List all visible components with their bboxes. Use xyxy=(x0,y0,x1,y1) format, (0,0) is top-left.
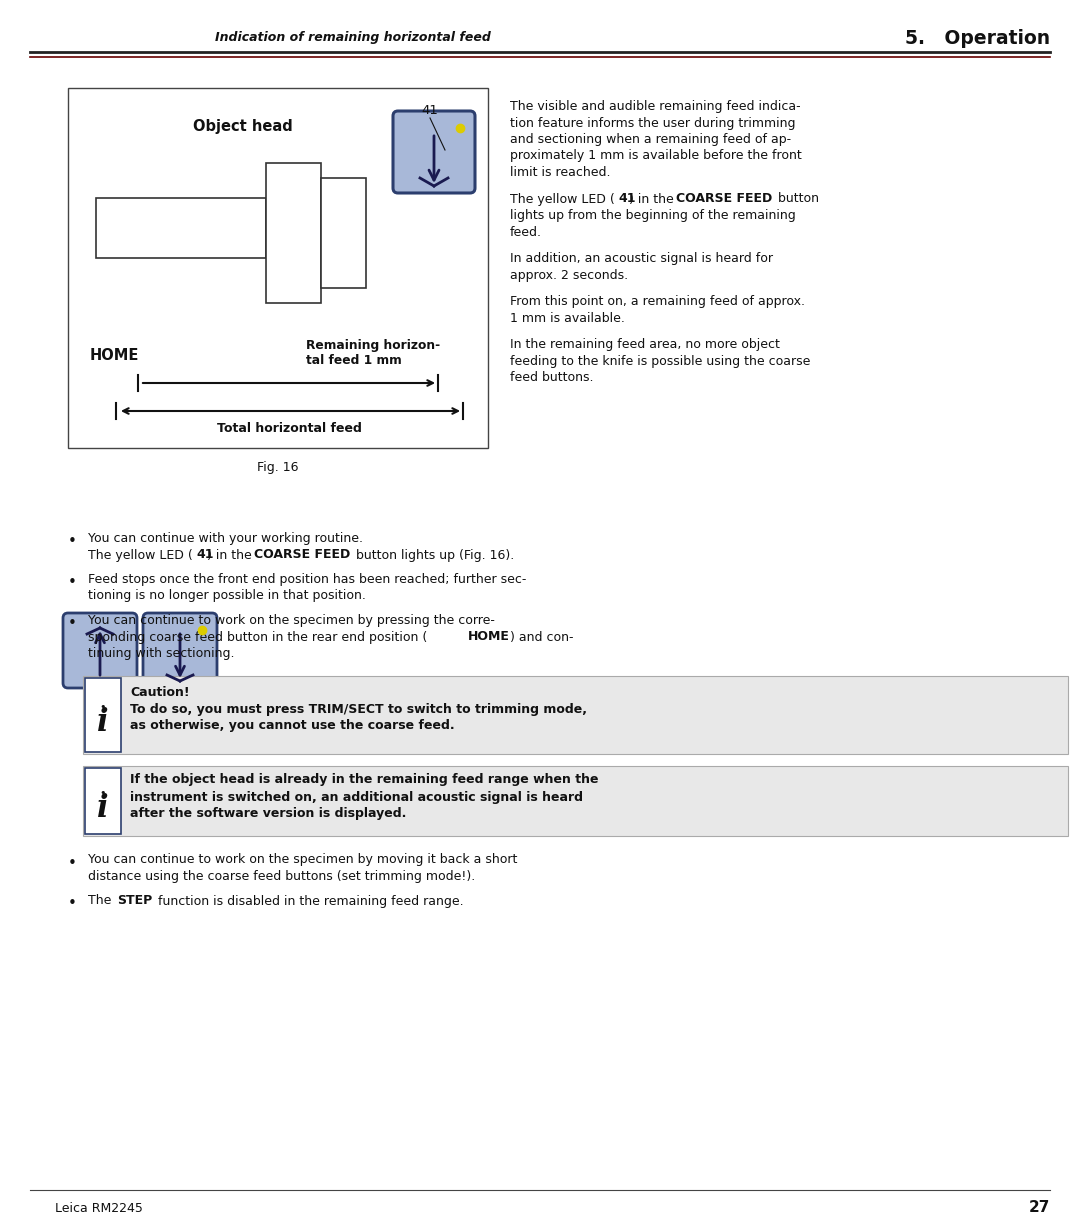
FancyBboxPatch shape xyxy=(63,613,137,687)
Text: 5.   Operation: 5. Operation xyxy=(905,28,1050,48)
FancyBboxPatch shape xyxy=(143,613,217,687)
Text: Remaining horizon-: Remaining horizon- xyxy=(306,338,441,352)
Bar xyxy=(96,198,266,258)
Text: To do so, you must press TRIM/SECT to switch to trimming mode,: To do so, you must press TRIM/SECT to sw… xyxy=(130,702,588,716)
Text: •: • xyxy=(99,788,106,797)
Bar xyxy=(85,768,121,834)
Text: •: • xyxy=(68,896,77,912)
Text: You can continue with your working routine.: You can continue with your working routi… xyxy=(87,532,363,545)
Text: ) in the: ) in the xyxy=(207,548,256,562)
Text: lights up from the beginning of the remaining: lights up from the beginning of the rema… xyxy=(510,209,796,222)
Bar xyxy=(68,88,488,448)
Text: ) and con-: ) and con- xyxy=(510,630,573,643)
Text: tal feed 1 mm: tal feed 1 mm xyxy=(306,354,402,368)
Text: feeding to the knife is possible using the coarse: feeding to the knife is possible using t… xyxy=(510,354,810,368)
Text: You can continue to work on the specimen by moving it back a short: You can continue to work on the specimen… xyxy=(87,853,517,867)
Text: tioning is no longer possible in that position.: tioning is no longer possible in that po… xyxy=(87,590,366,602)
Text: COARSE FEED: COARSE FEED xyxy=(676,193,772,205)
Text: You can continue to work on the specimen by pressing the corre-: You can continue to work on the specimen… xyxy=(87,614,495,628)
Text: limit is reached.: limit is reached. xyxy=(510,166,610,179)
Text: Caution!: Caution! xyxy=(130,685,190,698)
Text: approx. 2 seconds.: approx. 2 seconds. xyxy=(510,269,629,282)
Text: feed buttons.: feed buttons. xyxy=(510,371,594,383)
Text: In addition, an acoustic signal is heard for: In addition, an acoustic signal is heard… xyxy=(510,252,773,265)
Text: Total horizontal feed: Total horizontal feed xyxy=(217,422,362,436)
Bar xyxy=(266,162,321,303)
Text: button: button xyxy=(774,193,819,205)
Text: The yellow LED (: The yellow LED ( xyxy=(87,548,192,562)
Text: proximately 1 mm is available before the front: proximately 1 mm is available before the… xyxy=(510,149,801,162)
Text: •: • xyxy=(99,702,106,712)
Text: ) in the: ) in the xyxy=(629,193,678,205)
Text: tinuing with sectioning.: tinuing with sectioning. xyxy=(87,647,234,661)
Text: Feed stops once the front end position has been reached; further sec-: Feed stops once the front end position h… xyxy=(87,573,526,586)
Text: •: • xyxy=(68,575,77,590)
Bar xyxy=(83,675,1068,753)
Text: The visible and audible remaining feed indica-: The visible and audible remaining feed i… xyxy=(510,100,800,114)
Text: In the remaining feed area, no more object: In the remaining feed area, no more obje… xyxy=(510,338,780,350)
Text: i: i xyxy=(97,792,109,824)
Text: after the software version is displayed.: after the software version is displayed. xyxy=(130,807,406,821)
Text: 41: 41 xyxy=(618,193,635,205)
Text: i: i xyxy=(97,707,109,737)
Text: and sectioning when a remaining feed of ap-: and sectioning when a remaining feed of … xyxy=(510,133,792,147)
Text: feed.: feed. xyxy=(510,226,542,238)
Text: If the object head is already in the remaining feed range when the: If the object head is already in the rem… xyxy=(130,773,598,786)
Text: tion feature informs the user during trimming: tion feature informs the user during tri… xyxy=(510,116,796,129)
Text: sponding coarse feed button in the rear end position (: sponding coarse feed button in the rear … xyxy=(87,630,428,643)
Bar xyxy=(83,766,1068,835)
Text: Object head: Object head xyxy=(193,118,293,133)
Text: 41: 41 xyxy=(195,548,214,562)
Text: Leica RM2245: Leica RM2245 xyxy=(55,1201,143,1215)
Text: The: The xyxy=(87,895,116,907)
Text: distance using the coarse feed buttons (set trimming mode!).: distance using the coarse feed buttons (… xyxy=(87,871,475,883)
FancyBboxPatch shape xyxy=(393,111,475,193)
Text: •: • xyxy=(68,534,77,549)
Text: HOME: HOME xyxy=(90,348,139,363)
Text: button lights up (Fig. 16).: button lights up (Fig. 16). xyxy=(352,548,514,562)
Text: HOME: HOME xyxy=(468,630,510,643)
Text: The yellow LED (: The yellow LED ( xyxy=(510,193,615,205)
Text: Indication of remaining horizontal feed: Indication of remaining horizontal feed xyxy=(215,32,491,44)
Bar xyxy=(321,178,366,288)
Text: 27: 27 xyxy=(1028,1200,1050,1215)
Text: STEP: STEP xyxy=(117,895,152,907)
Text: •: • xyxy=(68,617,77,631)
Text: instrument is switched on, an additional acoustic signal is heard: instrument is switched on, an additional… xyxy=(130,790,583,803)
Text: Fig. 16: Fig. 16 xyxy=(257,462,299,475)
Text: •: • xyxy=(68,856,77,871)
Text: 1 mm is available.: 1 mm is available. xyxy=(510,311,625,325)
Text: function is disabled in the remaining feed range.: function is disabled in the remaining fe… xyxy=(154,895,463,907)
Text: as otherwise, you cannot use the coarse feed.: as otherwise, you cannot use the coarse … xyxy=(130,719,455,733)
Text: From this point on, a remaining feed of approx.: From this point on, a remaining feed of … xyxy=(510,295,805,308)
Text: 41: 41 xyxy=(421,104,438,116)
Bar xyxy=(85,678,121,751)
Text: COARSE FEED: COARSE FEED xyxy=(254,548,350,562)
